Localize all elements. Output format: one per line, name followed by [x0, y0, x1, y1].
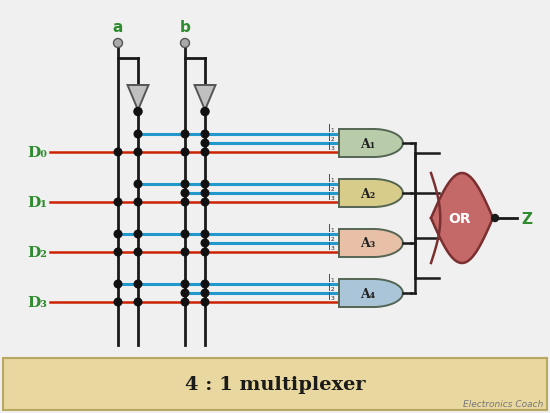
Polygon shape	[373, 180, 403, 207]
Circle shape	[201, 131, 209, 138]
Text: D₂: D₂	[27, 245, 47, 259]
Bar	[3, 358, 547, 410]
Text: a: a	[113, 20, 123, 35]
Polygon shape	[373, 230, 403, 257]
Text: b: b	[179, 20, 190, 35]
Circle shape	[201, 199, 209, 206]
Circle shape	[201, 249, 209, 256]
Circle shape	[201, 299, 209, 306]
Circle shape	[134, 280, 142, 288]
Text: 4 : 1 multiplexer: 4 : 1 multiplexer	[185, 375, 365, 393]
Circle shape	[181, 131, 189, 138]
FancyBboxPatch shape	[339, 130, 373, 158]
Circle shape	[134, 108, 142, 116]
Circle shape	[492, 215, 498, 222]
Circle shape	[134, 199, 142, 206]
Circle shape	[134, 299, 142, 306]
Circle shape	[134, 181, 142, 188]
Polygon shape	[128, 86, 148, 111]
Circle shape	[201, 108, 209, 116]
FancyBboxPatch shape	[339, 279, 373, 307]
FancyBboxPatch shape	[339, 230, 373, 257]
Text: I₃: I₃	[328, 142, 335, 152]
Circle shape	[114, 299, 122, 306]
Text: I₃: I₃	[328, 291, 335, 301]
Text: A₂: A₂	[360, 187, 376, 200]
Circle shape	[201, 280, 209, 288]
Circle shape	[201, 109, 208, 116]
Circle shape	[180, 39, 190, 48]
Polygon shape	[195, 86, 216, 111]
Circle shape	[134, 230, 142, 238]
Circle shape	[181, 299, 189, 306]
Circle shape	[134, 131, 142, 138]
Circle shape	[201, 290, 209, 297]
Text: I₁: I₁	[328, 173, 335, 183]
Text: Electronics Coach: Electronics Coach	[463, 399, 543, 408]
Text: I₁: I₁	[328, 273, 335, 283]
Text: Z: Z	[521, 211, 532, 226]
Circle shape	[201, 240, 209, 247]
Text: D₀: D₀	[27, 146, 47, 159]
Text: D₁: D₁	[27, 195, 47, 209]
Polygon shape	[431, 173, 493, 263]
Text: A₃: A₃	[360, 237, 376, 250]
Circle shape	[181, 149, 189, 157]
Circle shape	[201, 140, 209, 147]
Circle shape	[134, 249, 142, 256]
Circle shape	[114, 149, 122, 157]
FancyBboxPatch shape	[339, 180, 373, 207]
Text: I₂: I₂	[328, 133, 335, 142]
Circle shape	[114, 280, 122, 288]
Circle shape	[114, 230, 122, 238]
Circle shape	[134, 149, 142, 157]
Text: I₂: I₂	[328, 183, 335, 192]
Circle shape	[201, 230, 209, 238]
Circle shape	[181, 181, 189, 188]
Polygon shape	[373, 130, 403, 158]
Text: A₁: A₁	[360, 137, 376, 150]
Text: OR: OR	[449, 211, 471, 225]
Text: I₁: I₁	[328, 223, 335, 233]
Text: I₂: I₂	[328, 233, 335, 242]
Circle shape	[135, 109, 141, 116]
Circle shape	[114, 249, 122, 256]
Polygon shape	[373, 279, 403, 307]
Circle shape	[201, 181, 209, 188]
Text: I₃: I₃	[328, 242, 335, 252]
Text: I₂: I₂	[328, 282, 335, 292]
Circle shape	[181, 199, 189, 206]
Circle shape	[113, 39, 123, 48]
Circle shape	[181, 280, 189, 288]
Circle shape	[201, 149, 209, 157]
Text: A₄: A₄	[360, 287, 376, 300]
Text: D₃: D₃	[27, 295, 47, 309]
Circle shape	[181, 230, 189, 238]
Circle shape	[201, 190, 209, 197]
Circle shape	[114, 199, 122, 206]
Circle shape	[181, 190, 189, 197]
Circle shape	[181, 249, 189, 256]
Text: I₁: I₁	[328, 124, 335, 134]
Circle shape	[181, 290, 189, 297]
Text: I₃: I₃	[328, 192, 335, 202]
